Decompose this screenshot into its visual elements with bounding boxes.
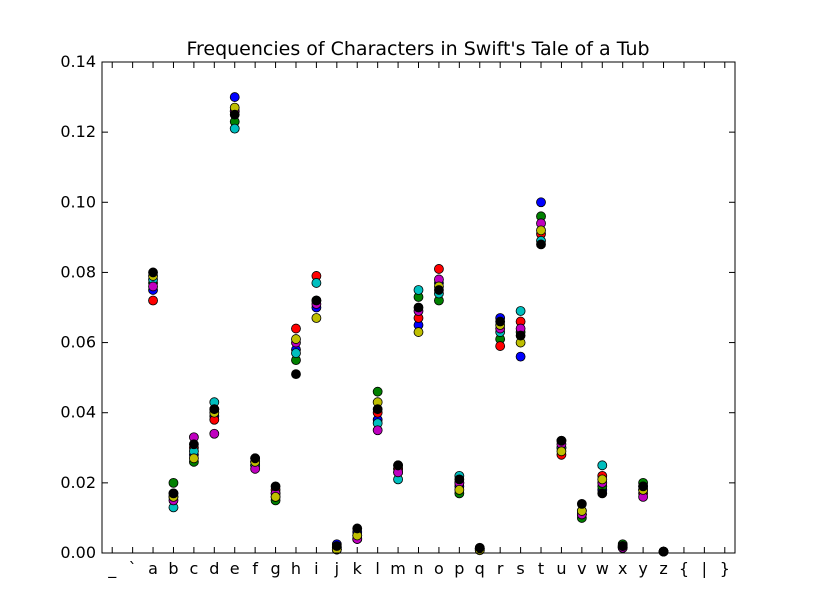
data-point-green [168, 477, 179, 488]
data-point-black [250, 453, 261, 464]
x-tick-label: g [270, 559, 280, 578]
data-point-black [229, 109, 240, 120]
data-point-black [168, 488, 179, 499]
y-tick-label: 0.00 [60, 543, 96, 562]
data-point-green [372, 386, 383, 397]
data-point-black [413, 302, 424, 313]
plot-frame [101, 61, 736, 554]
x-tick-label: j [334, 559, 339, 578]
data-point-magenta [372, 425, 383, 436]
data-point-black [556, 435, 567, 446]
data-point-magenta [209, 428, 220, 439]
y-tick-label: 0.06 [60, 333, 96, 352]
data-point-cyan [515, 306, 526, 316]
x-tick-label: b [168, 559, 178, 578]
data-point-yellow [597, 474, 608, 485]
data-point-cyan [597, 460, 608, 471]
data-point-black [638, 481, 649, 492]
data-point-yellow [556, 446, 567, 457]
x-tick-label: { [679, 559, 689, 578]
chart-title: Frequencies of Characters in Swift's Tal… [186, 38, 649, 60]
x-tick-label: | [702, 559, 707, 578]
data-point-black [617, 541, 628, 551]
data-point-cyan [291, 348, 301, 358]
data-point-black [393, 460, 403, 471]
x-tick-label: _ [107, 559, 117, 579]
data-points [148, 92, 669, 557]
data-point-black [434, 285, 444, 295]
data-point-cyan [413, 285, 424, 295]
y-tick-label: 0.02 [60, 473, 96, 492]
data-point-black [454, 474, 465, 485]
x-tick-label: x [618, 559, 627, 578]
x-tick-label: z [659, 559, 667, 578]
data-point-black [536, 239, 546, 250]
data-point-black [270, 481, 281, 492]
data-point-red [495, 341, 506, 351]
x-tick-label: k [353, 559, 363, 578]
x-tick-label: e [230, 559, 240, 578]
y-tick-label: 0.08 [60, 262, 96, 281]
data-point-black [148, 267, 158, 278]
data-point-black [495, 316, 506, 327]
y-tick-label: 0.10 [60, 192, 96, 211]
data-point-red [291, 323, 301, 334]
x-tick-label: a [148, 559, 158, 578]
data-point-black [209, 404, 220, 415]
x-tick-label: s [516, 559, 524, 578]
data-point-cyan [311, 278, 322, 288]
x-tick-label: t [538, 559, 544, 578]
x-tick-label: d [209, 559, 219, 578]
data-point-magenta [148, 281, 158, 292]
x-tick-label: q [475, 559, 485, 578]
x-tick-label: u [556, 559, 566, 578]
x-tick-label: p [454, 559, 464, 578]
x-tick-label: } [720, 559, 730, 578]
data-point-red [148, 295, 158, 306]
data-point-black [188, 439, 199, 450]
x-tick-label: n [413, 559, 423, 578]
x-tick-label: r [497, 559, 504, 578]
data-point-yellow [270, 491, 281, 502]
data-point-yellow [291, 334, 301, 344]
data-point-blue [229, 92, 240, 102]
data-point-yellow [413, 327, 424, 337]
data-point-black [658, 546, 669, 557]
data-point-yellow [454, 484, 465, 495]
x-tick-label: o [434, 559, 444, 578]
x-tick-label: c [189, 559, 198, 578]
data-point-blue [536, 197, 546, 208]
data-point-black [331, 541, 342, 551]
data-point-black [576, 498, 587, 509]
data-point-black [291, 369, 301, 380]
y-tick-label: 0.12 [60, 122, 96, 141]
y-tick-label: 0.14 [60, 52, 96, 71]
data-point-yellow [536, 225, 546, 236]
data-point-red [434, 264, 444, 274]
data-point-black [515, 330, 526, 341]
data-point-yellow [311, 313, 322, 323]
x-tick-label: m [390, 559, 406, 578]
data-point-black [352, 523, 363, 534]
data-point-blue [515, 351, 526, 362]
x-tick-label: w [596, 559, 609, 578]
data-point-black [597, 488, 608, 499]
axes: 0.00 0.02 0.04 0.06 0.08 0.10 0.12 0.14 _ ` a b c d e f… [60, 52, 735, 579]
x-tick-label: ` [129, 559, 137, 578]
data-point-cyan [229, 123, 240, 134]
data-point-black [474, 542, 485, 553]
x-tick-label: y [638, 559, 647, 578]
data-point-yellow [188, 453, 199, 464]
data-point-black [311, 295, 322, 306]
x-tick-label: l [375, 559, 379, 578]
x-tick-label: h [291, 559, 301, 578]
x-tick-label: f [252, 559, 258, 578]
y-tick-label: 0.04 [60, 403, 96, 422]
x-tick-label: i [314, 559, 318, 578]
x-tick-label: v [577, 559, 586, 578]
data-point-black [372, 404, 383, 415]
